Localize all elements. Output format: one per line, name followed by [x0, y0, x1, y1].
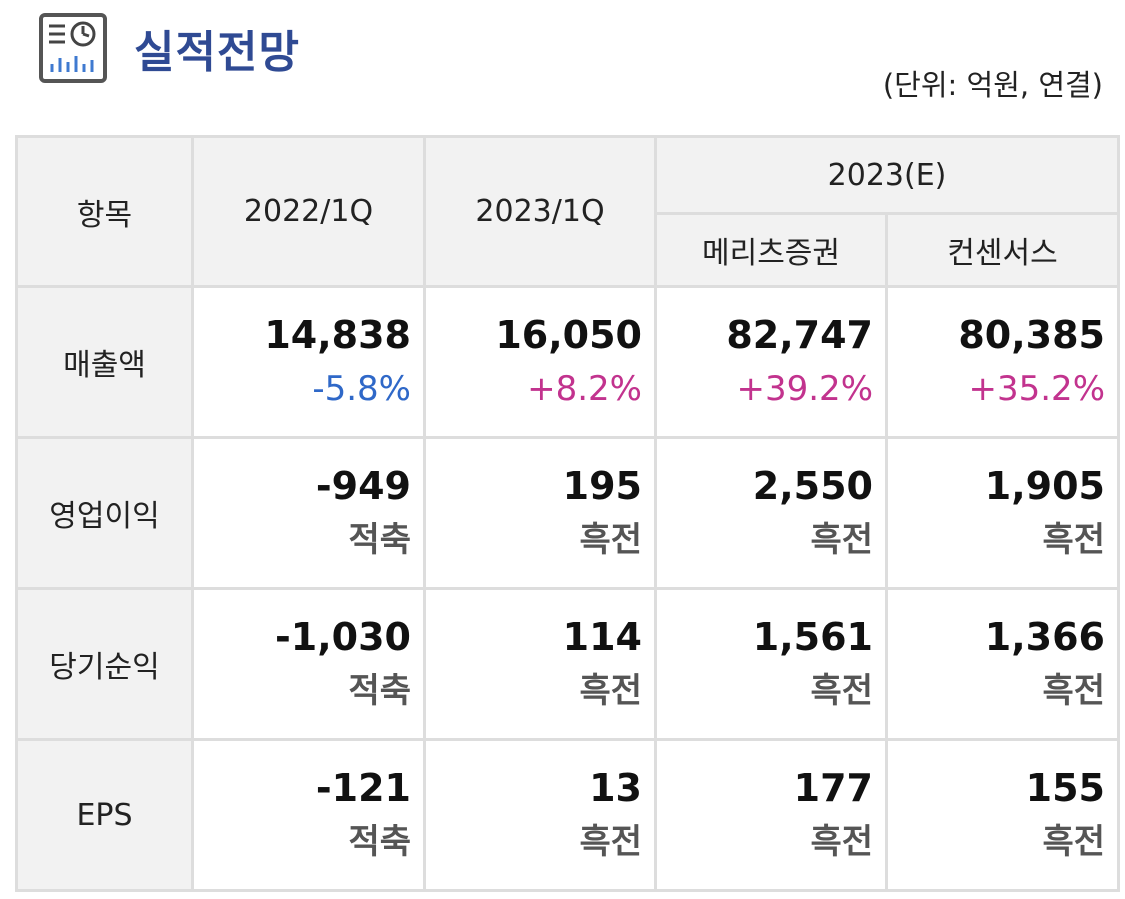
cell-value: 155: [1025, 766, 1105, 810]
cell-value: 1,905: [984, 464, 1105, 508]
cell-change: 적축: [348, 822, 411, 862]
cell-change: +35.2%: [968, 369, 1106, 409]
row-label: 영업이익: [15, 436, 194, 590]
cell-change: +8.2%: [527, 369, 642, 409]
cell-value: 2,550: [752, 464, 873, 508]
cell-value: -121: [315, 766, 411, 810]
col-header-2023-estimate: 2023(E): [654, 135, 1120, 215]
cell-value: 16,050: [495, 313, 642, 357]
cell-value: 14,838: [264, 313, 411, 357]
cell-value: -1,030: [275, 615, 411, 659]
table-row-operating-profit: 영업이익 -949 적축 195 흑전 2,550 흑전 1,905 흑전: [15, 436, 1120, 590]
cell-value: 177: [793, 766, 873, 810]
col-header-meritz: 메리츠증권: [654, 212, 888, 288]
cell-change: 흑전: [1042, 520, 1105, 560]
cell-change: +39.2%: [736, 369, 874, 409]
page-title: 실적전망: [134, 27, 300, 78]
row-label: EPS: [15, 738, 194, 892]
cell-change: 흑전: [1042, 822, 1105, 862]
table-row-eps: EPS -121 적축 13 흑전 177 흑전 155 흑전: [15, 738, 1120, 892]
cell-value: 80,385: [958, 313, 1105, 357]
table-row-revenue: 매출액 14,838 -5.8% 16,050 +8.2% 82,747 +39.2%…: [15, 285, 1120, 439]
cell-change: 흑전: [810, 671, 873, 711]
cell-change: 흑전: [1042, 671, 1105, 711]
cell-value: 195: [562, 464, 642, 508]
cell-change: 흑전: [579, 671, 642, 711]
cell-change: 흑전: [810, 520, 873, 560]
cell-value: 1,366: [984, 615, 1105, 659]
cell-value: 114: [562, 615, 642, 659]
cell-value: -949: [315, 464, 411, 508]
cell-value: 13: [589, 766, 642, 810]
cell-value: 82,747: [726, 313, 873, 357]
col-header-2023-1q: 2023/1Q: [423, 135, 657, 288]
cell-value: 1,561: [752, 615, 873, 659]
col-header-2022-1q: 2022/1Q: [191, 135, 426, 288]
col-header-item: 항목: [15, 135, 194, 288]
report-chart-icon: [39, 13, 107, 83]
cell-change: 흑전: [579, 822, 642, 862]
col-header-consensus: 컨센서스: [885, 212, 1120, 288]
cell-change: 흑전: [810, 822, 873, 862]
cell-change: 흑전: [579, 520, 642, 560]
earnings-table: 항목 2022/1Q 2023/1Q 2023(E) 메리츠증권 컨센서스 매출…: [15, 135, 1120, 892]
cell-change: 적축: [348, 671, 411, 711]
row-label: 매출액: [15, 285, 194, 439]
unit-note: (단위: 억원, 연결): [882, 68, 1103, 102]
table-row-net-income: 당기순익 -1,030 적축 114 흑전 1,561 흑전 1,366 흑전: [15, 587, 1120, 741]
cell-change: 적축: [348, 520, 411, 560]
page-header: 실적전망 (단위: 억원, 연결): [0, 0, 1125, 130]
row-label: 당기순익: [15, 587, 194, 741]
cell-change: -5.8%: [312, 369, 411, 409]
